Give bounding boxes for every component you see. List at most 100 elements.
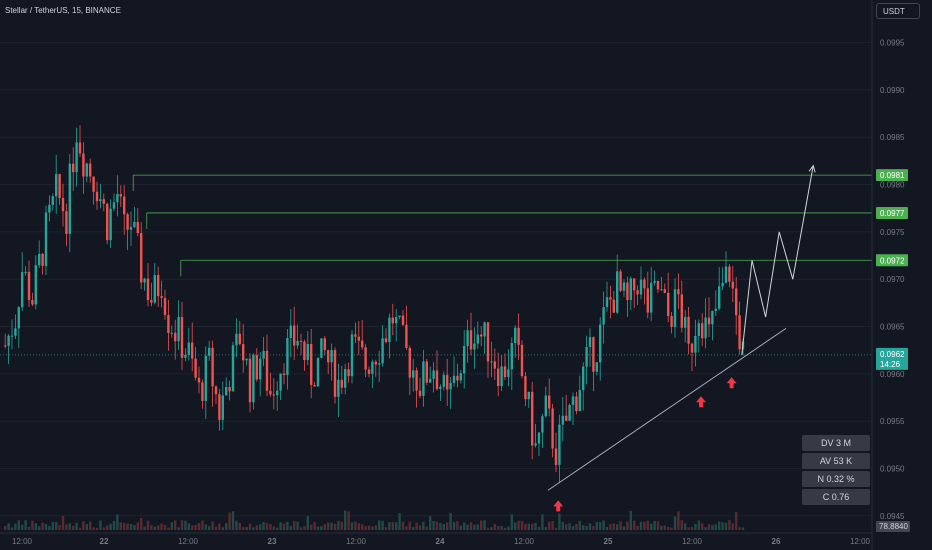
drawing-overlay [547,164,816,512]
candle-body [82,153,85,177]
volume-bar [476,524,479,530]
candle-body [568,404,571,421]
candle-body [636,290,639,295]
candle-body [391,317,394,324]
candle-body [327,350,330,363]
volume-bar [235,520,238,530]
volume-bar [517,520,520,530]
volume-bar [187,523,190,530]
volume-bar [456,521,459,530]
candle-body [374,361,377,365]
candle-body [371,361,374,374]
candle-body [731,281,734,289]
volume-bar [316,526,320,530]
volume-bar [4,526,7,530]
volume-bar [612,523,615,530]
candle-body [711,310,714,325]
volume-bar [78,527,82,530]
level-price-label: 0.0977 [880,209,905,218]
candle-body [551,408,554,449]
volume-bar [507,526,510,530]
volume-bar [367,525,371,530]
candle-body [724,266,728,283]
candle-body [41,253,44,266]
candle-body [537,432,541,444]
candle-body [177,316,180,342]
candles [4,125,745,482]
volume-bar [252,527,255,530]
volume-bar [724,522,728,530]
y-tick-label: 0.0955 [880,417,905,426]
volume-bar [395,522,398,530]
x-tick-label: 12:00 [514,537,535,546]
volume-bar [126,523,129,530]
volume-bar [718,521,721,530]
stat-c: C 0.76 [802,489,870,505]
candle-body [718,286,721,309]
volume-bar [160,523,163,530]
candle-body [102,199,105,204]
volume-bar [75,522,78,530]
candle-body [44,212,48,266]
volume-bar [293,521,296,530]
candle-body [524,376,527,400]
candle-body [99,199,102,202]
candle-body [21,272,24,308]
volume-bar [7,523,10,530]
volume-bar [463,522,466,530]
candle-body [252,354,255,403]
volume-bar [10,527,14,530]
candle-body [306,343,309,361]
volume-bar [218,523,221,530]
candle-body [514,327,517,343]
volume-bar [639,521,643,530]
level-price-label: 0.0981 [880,171,905,180]
volume-bar [272,526,275,530]
candle-body [554,448,558,465]
candle-body [432,370,435,379]
volume-bar [537,526,541,530]
candle-body [527,391,530,400]
volume-bar [299,527,303,530]
candle-body [473,343,476,350]
volume-bar [646,520,649,530]
x-tick-label: 25 [604,537,613,546]
stat-n: N 0.32 % [802,471,870,487]
candle-body [276,390,279,396]
candle-body [704,317,707,339]
candle-body [72,163,75,173]
stat-av: AV 53 K [802,453,870,469]
volume-bar [514,522,517,530]
volume-bar [109,523,112,530]
candle-body [218,394,221,420]
candle-body [78,142,82,154]
candle-body [112,202,116,209]
y-tick-label: 0.0980 [880,181,905,190]
candle-body [541,416,544,433]
volume-bar [480,520,483,530]
candle-body [17,307,20,329]
candle-body [367,369,371,374]
volume-bar [102,527,105,530]
volume-tag [876,521,910,532]
volume-bar [14,523,17,530]
candle-body [677,289,680,295]
volume-bar [398,512,401,530]
candle-body [242,344,245,361]
candle-body [446,374,449,390]
candle-body [119,194,122,197]
volume-bar [119,522,122,530]
volume-bar [449,512,452,530]
volume-bar [616,524,619,530]
currency-button[interactable]: USDT [876,3,920,19]
candle-body [738,315,741,350]
volume-bar [333,523,337,530]
volume-bar [313,522,316,530]
volume-bar [408,521,411,530]
y-tick-label: 0.0985 [880,133,905,142]
candle-body [248,358,252,403]
candle-body [174,332,177,342]
volume-bar [531,523,534,530]
candle-body [24,271,27,273]
